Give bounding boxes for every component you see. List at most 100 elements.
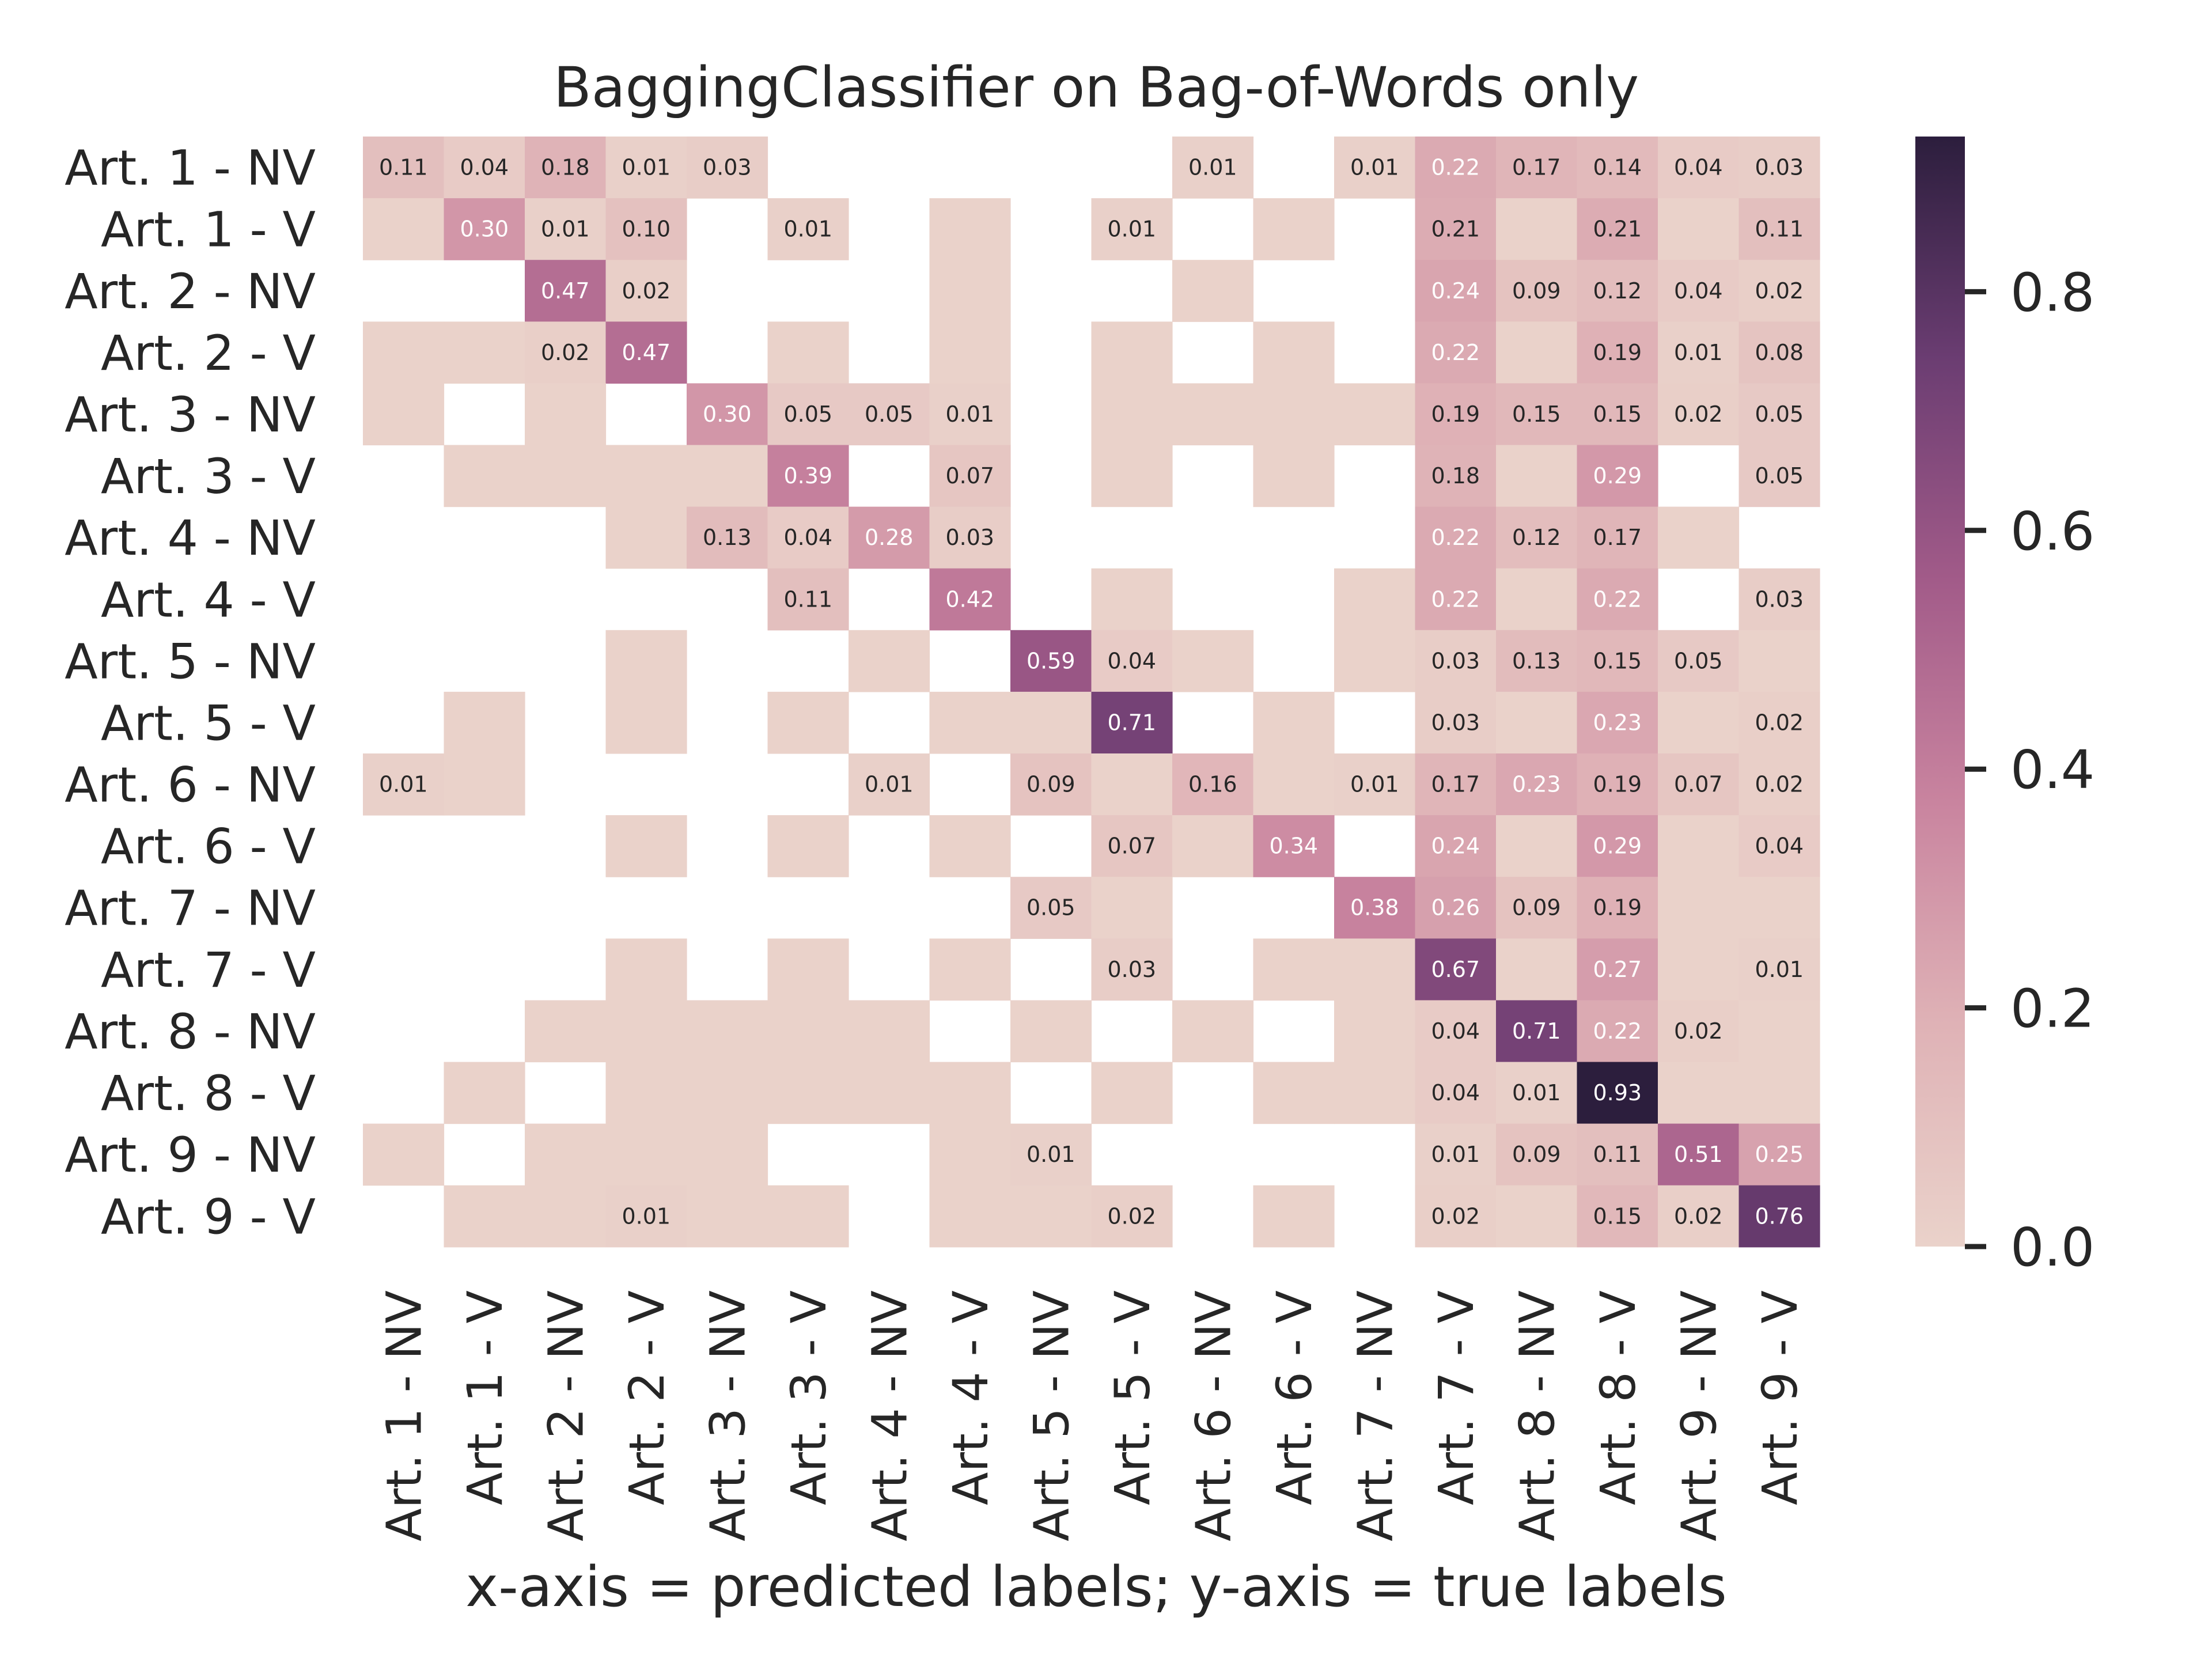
heatmap-cell: [1738, 445, 1820, 507]
x-axis-title: x-axis = predicted labels; y-axis = true…: [465, 1555, 1726, 1619]
cell-value-label: 0.03: [703, 155, 752, 180]
x-tick-label: Art. 4 - NV: [861, 1290, 918, 1541]
heatmap-cell: [1415, 321, 1497, 384]
cell-value-label: 0.05: [1027, 895, 1075, 921]
y-tick-label: Art. 2 - V: [101, 325, 316, 381]
heatmap-cell: [929, 383, 1011, 446]
heatmap-cell: [1334, 877, 1416, 939]
heatmap-cell: [1738, 877, 1820, 939]
heatmap-cell: [1253, 815, 1335, 877]
heatmap-cell: [1172, 753, 1254, 816]
heatmap-cell: [1577, 321, 1658, 384]
x-tick-labels: Art. 1 - NV Art. 1 - V Art. 2 - NV Art. 2 -…: [376, 1290, 1808, 1541]
x-tick-label: Art. 3 - V: [781, 1290, 837, 1505]
heatmap-cell: [1091, 445, 1173, 507]
heatmap-cell: [1010, 1123, 1092, 1186]
x-tick-label: Art. 8 - V: [1590, 1290, 1646, 1505]
heatmap-cell: [687, 1123, 768, 1186]
heatmap-cell: [1091, 198, 1173, 260]
cell-value-label: 0.09: [1512, 278, 1561, 304]
heatmap-cell: [1415, 1000, 1497, 1063]
cell-value-label: 0.15: [1512, 402, 1561, 427]
heatmap-cell: [1496, 1062, 1578, 1124]
cell-value-label: 0.05: [865, 402, 914, 427]
heatmap-cell: [1253, 445, 1335, 507]
heatmap-cell: [363, 137, 445, 199]
x-tick-label: Art. 8 - NV: [1509, 1290, 1565, 1541]
cell-value-label: 0.03: [945, 525, 994, 550]
heatmap-cell: [687, 1000, 768, 1063]
y-tick-label: Art. 9 - V: [101, 1188, 316, 1245]
cell-value-label: 0.30: [460, 217, 509, 242]
heatmap-cell: [525, 383, 607, 446]
heatmap-cell: [605, 938, 687, 1001]
x-tick-label: Art. 1 - NV: [376, 1290, 432, 1541]
cell-value-label: 0.09: [1512, 895, 1561, 921]
heatmap-cell: [929, 815, 1011, 877]
heatmap-cell: [363, 1123, 445, 1186]
heatmap-cell: [1577, 938, 1658, 1001]
heatmap-cell: [1738, 1000, 1820, 1063]
x-tick-label: Art. 1 - V: [457, 1290, 513, 1505]
heatmap-cell: [1091, 630, 1173, 692]
heatmap-cell: [1172, 260, 1254, 322]
cell-value-label: 0.01: [1350, 772, 1399, 797]
heatmap-cell: [1091, 321, 1173, 384]
heatmap-cell: [1658, 137, 1740, 199]
heatmap-cell: [605, 815, 687, 877]
heatmap-cell: [1658, 198, 1740, 260]
heatmap-cell: [1496, 815, 1578, 877]
heatmap-cell: [767, 1185, 849, 1248]
heatmap-cell: [1738, 321, 1820, 384]
cell-value-label: 0.27: [1593, 957, 1642, 982]
y-tick-label: Art. 9 - NV: [65, 1127, 316, 1183]
heatmap-cell: [767, 198, 849, 260]
cell-value-label: 0.07: [945, 463, 994, 488]
cell-value-label: 0.17: [1593, 525, 1642, 550]
cell-value-label: 0.39: [783, 463, 832, 488]
cell-value-label: 0.11: [1593, 1142, 1642, 1167]
heatmap-cell: [849, 506, 930, 569]
heatmap-cell: [1091, 691, 1173, 754]
x-tick-label: Art. 6 - V: [1266, 1290, 1323, 1505]
cell-value-label: 0.12: [1593, 278, 1642, 304]
cell-value-label: 0.30: [703, 402, 752, 427]
chart-title: BaggingClassifier on Bag-of-Words only: [554, 55, 1639, 120]
y-tick-label: Art. 7 - V: [101, 942, 316, 998]
cell-value-label: 0.07: [1674, 772, 1723, 797]
y-tick-label: Art. 4 - V: [101, 571, 316, 628]
heatmap-cell: [929, 198, 1011, 260]
heatmap-cell: [1415, 198, 1497, 260]
heatmap-cell: [1496, 198, 1578, 260]
heatmap-cell: [1738, 383, 1820, 446]
heatmap-cell: [687, 383, 768, 446]
cell-value-label: 0.05: [783, 402, 832, 427]
heatmap-cell: [1496, 630, 1578, 692]
heatmap-cell: [525, 321, 607, 384]
cell-value-label: 0.25: [1755, 1142, 1804, 1167]
heatmap-cell: [767, 568, 849, 631]
heatmap-cell: [1496, 877, 1578, 939]
heatmap-cell: [1577, 383, 1658, 446]
cell-value-label: 0.19: [1593, 772, 1642, 797]
heatmap-cell: [767, 506, 849, 569]
heatmap-cell: [1334, 568, 1416, 631]
cell-value-label: 0.17: [1512, 155, 1561, 180]
heatmap-cell: [1334, 137, 1416, 199]
heatmap-cells: 0.11 0.04 0.18 0.01 0.03 0.01 0.01 0.22 0.17 0.14…: [363, 137, 1820, 1248]
cell-value-label: 0.01: [1188, 155, 1237, 180]
heatmap-cell: [1496, 137, 1578, 199]
y-tick-label: Art. 8 - V: [101, 1065, 316, 1122]
heatmap-cell: [1496, 445, 1578, 507]
heatmap-cell: [363, 753, 445, 816]
cell-value-label: 0.38: [1350, 895, 1399, 921]
heatmap-cell: [605, 630, 687, 692]
cell-value-label: 0.10: [622, 217, 671, 242]
heatmap-cell: [767, 321, 849, 384]
cell-value-label: 0.26: [1431, 895, 1480, 921]
heatmap-cell: [1496, 506, 1578, 569]
heatmap-cell: [605, 260, 687, 322]
colorbar-tick-label: 0.6: [2010, 501, 2094, 562]
heatmap-cell: [605, 198, 687, 260]
